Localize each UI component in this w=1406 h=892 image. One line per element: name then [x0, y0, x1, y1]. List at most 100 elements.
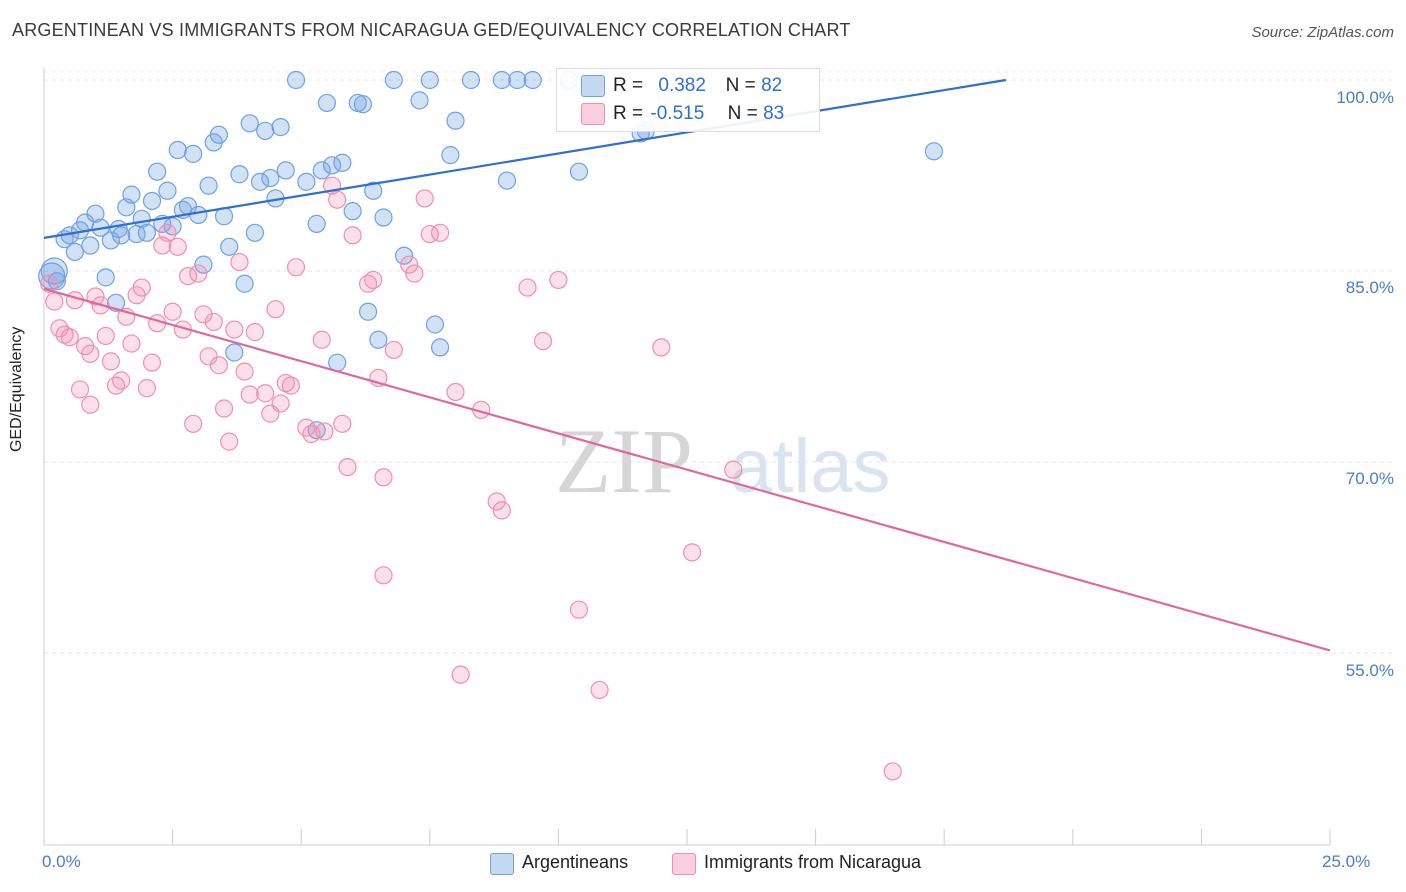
data-point — [364, 181, 383, 200]
data-point — [523, 70, 542, 90]
data-point — [549, 270, 568, 290]
data-point — [590, 680, 609, 700]
data-point — [230, 252, 249, 272]
data-point — [446, 111, 465, 130]
data-point — [358, 302, 378, 321]
data-point — [137, 223, 156, 242]
data-point — [487, 492, 506, 511]
data-point — [297, 172, 316, 191]
legend-r-value: -0.515 — [650, 103, 705, 124]
data-point — [235, 274, 254, 293]
x-tick-label-min: 0.0% — [42, 852, 81, 871]
data-point — [518, 278, 537, 297]
data-point — [307, 214, 326, 233]
data-point — [122, 185, 141, 204]
trend-line-argentineans — [43, 78, 1007, 239]
data-point — [96, 268, 115, 287]
y-tick-label-85: 85.0% — [1345, 278, 1394, 297]
data-point — [266, 300, 285, 319]
data-point — [230, 165, 249, 184]
data-point — [142, 191, 162, 211]
data-point — [86, 287, 105, 306]
data-point — [461, 70, 481, 90]
y-tick-label-55: 55.0% — [1345, 661, 1394, 680]
data-point — [184, 414, 203, 433]
bottom-legend-label: Immigrants from Nicaragua — [704, 852, 922, 872]
legend-r-label: R = — [613, 103, 644, 124]
data-point — [430, 338, 450, 357]
data-point — [492, 501, 511, 520]
data-point — [209, 356, 228, 375]
data-point — [394, 246, 414, 265]
data-point — [225, 343, 244, 362]
data-point — [420, 70, 439, 90]
data-point — [209, 125, 228, 144]
data-point — [333, 414, 352, 433]
data-point — [45, 292, 64, 311]
data-point — [724, 460, 743, 479]
data-point — [652, 338, 671, 357]
watermark-zip: ZIP — [555, 410, 693, 512]
data-point — [112, 371, 131, 390]
data-point — [683, 543, 702, 562]
data-point — [271, 118, 290, 137]
data-point — [492, 70, 511, 90]
data-point — [240, 385, 259, 404]
data-point — [261, 168, 280, 188]
data-point — [508, 70, 527, 90]
data-point — [384, 70, 403, 90]
legend-r-label: R = — [613, 75, 644, 96]
x-tick-label-max: 25.0% — [1322, 852, 1371, 871]
data-point — [569, 600, 589, 619]
data-point — [214, 399, 234, 418]
data-point — [137, 379, 156, 398]
data-point — [286, 70, 306, 90]
data-point — [194, 305, 213, 324]
data-point — [317, 93, 337, 113]
legend-n-value: 82 — [761, 75, 783, 96]
legend-n-label: N = — [727, 103, 758, 124]
data-point — [106, 376, 126, 395]
data-point — [96, 326, 115, 346]
data-point — [70, 380, 90, 399]
data-point — [168, 237, 187, 256]
data-point — [415, 189, 434, 208]
data-point — [430, 223, 450, 242]
data-point — [333, 153, 352, 172]
data-point — [158, 181, 177, 200]
data-point — [405, 264, 424, 283]
data-point — [65, 242, 84, 261]
data-point — [312, 161, 331, 180]
data-point — [225, 320, 244, 339]
legend-swatch-blue — [581, 75, 605, 97]
data-point — [286, 258, 306, 277]
legend-r-value: 0.382 — [658, 75, 706, 96]
y-tick-label-70: 70.0% — [1345, 469, 1394, 488]
data-point — [343, 202, 362, 221]
bottom-legend-swatch-pink — [672, 853, 696, 875]
data-point — [60, 328, 79, 347]
data-point — [425, 315, 445, 334]
data-point — [163, 302, 182, 321]
data-point — [410, 91, 429, 110]
data-point — [338, 457, 357, 477]
data-point — [245, 323, 265, 342]
data-point — [240, 114, 259, 133]
data-point — [451, 665, 470, 684]
source-label: Source: ZipAtlas.com — [1251, 24, 1394, 41]
legend-n-value: 83 — [763, 103, 785, 124]
data-point — [353, 95, 373, 114]
legend-swatch-pink — [581, 103, 605, 125]
bottom-legend-swatch-blue — [490, 853, 514, 875]
bottom-legend-label: Argentineans — [522, 852, 629, 872]
data-point — [189, 205, 208, 225]
data-point — [245, 223, 265, 242]
data-point — [204, 312, 223, 332]
data-point — [924, 142, 944, 161]
data-point — [446, 382, 465, 402]
data-point — [883, 762, 902, 781]
data-point — [40, 257, 68, 285]
data-point — [569, 162, 589, 181]
data-point — [400, 255, 419, 274]
